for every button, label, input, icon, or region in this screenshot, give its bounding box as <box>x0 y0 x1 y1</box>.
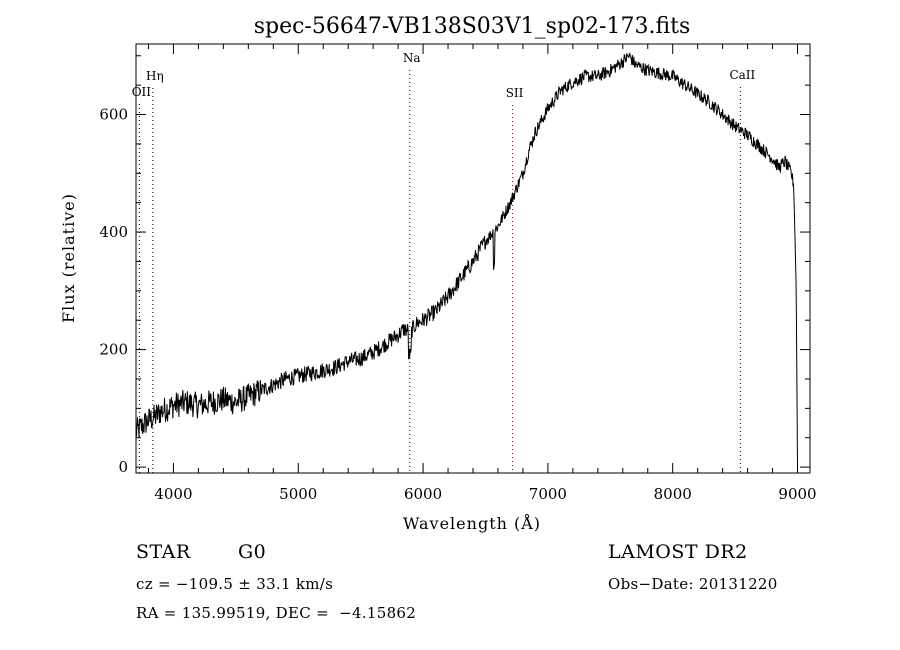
x-tick-label: 7000 <box>529 485 567 503</box>
x-axis-label: Wavelength (Å) <box>403 513 541 533</box>
object-type: STAR <box>136 541 191 563</box>
reference-lines: OII Hη Na SII CaII <box>132 51 756 473</box>
reference-line-label: SII <box>506 86 524 100</box>
y-tick-label: 200 <box>99 341 128 359</box>
reference-line-label: CaII <box>729 68 755 82</box>
y-tick-label: 0 <box>118 458 128 476</box>
reference-line-label: OII <box>132 85 152 99</box>
reference-line-label: Hη <box>146 69 164 83</box>
axis-ticks <box>136 44 810 473</box>
obs-date: Obs−Date: 20131220 <box>608 575 778 593</box>
x-tick-label: 8000 <box>654 485 692 503</box>
y-tick-label: 600 <box>99 106 128 124</box>
coordinates: RA = 135.99519, DEC = −4.15862 <box>136 604 417 622</box>
reference-line-label: Na <box>403 51 421 65</box>
x-tick-label: 6000 <box>404 485 442 503</box>
survey-name: LAMOST DR2 <box>608 541 748 563</box>
tick-labels: 4000 5000 6000 7000 8000 9000 0 200 400 600 <box>99 106 816 503</box>
y-tick-label: 400 <box>99 223 128 241</box>
x-tick-label: 4000 <box>154 485 192 503</box>
y-axis-label: Flux (relative) <box>59 193 78 323</box>
chart-title: spec-56647-VB138S03V1_sp02-173.fits <box>254 14 691 39</box>
spectrum-line <box>135 52 798 468</box>
redshift-text: cz = −109.5 ± 33.1 km/s <box>136 575 334 593</box>
subclass: G0 <box>238 541 267 563</box>
x-tick-label: 5000 <box>279 485 317 503</box>
x-tick-label: 9000 <box>778 485 816 503</box>
